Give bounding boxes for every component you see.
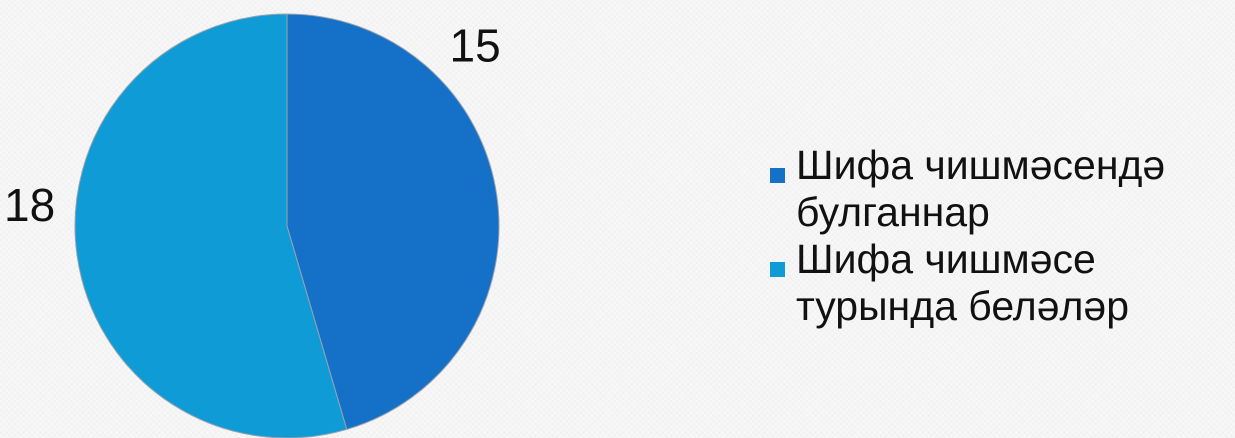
pie-slice-1 xyxy=(286,13,500,431)
legend-swatch-know-about xyxy=(770,262,785,277)
pie-slice-2 xyxy=(74,13,348,438)
legend: Шифа чишмәсендә булганнар Шифа чишмәсе т… xyxy=(770,142,1230,330)
legend-item-visited: Шифа чишмәсендә булганнар xyxy=(770,142,1230,236)
pie-slices xyxy=(74,13,500,438)
legend-item-know-about: Шифа чишмәсе турында беләләр xyxy=(770,236,1230,330)
legend-label-know-about: Шифа чишмәсе турында беләләр xyxy=(796,236,1130,329)
data-label-1: 15 xyxy=(450,20,501,72)
legend-label-visited: Шифа чишмәсендә булганнар xyxy=(796,142,1166,235)
legend-swatch-visited xyxy=(770,168,785,183)
data-label-2: 18 xyxy=(4,179,55,231)
